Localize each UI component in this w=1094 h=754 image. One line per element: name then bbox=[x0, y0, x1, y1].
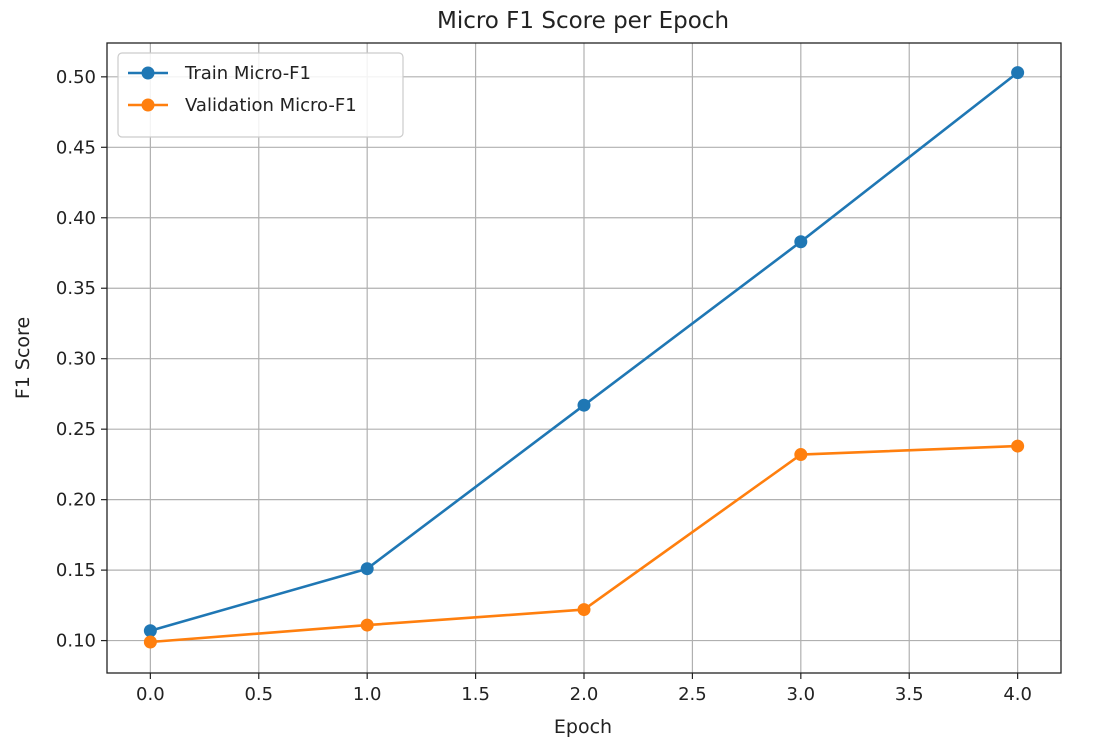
y-tick-label: 0.10 bbox=[56, 631, 96, 652]
x-tick-label: 0.0 bbox=[136, 684, 165, 705]
y-tick-label: 0.15 bbox=[56, 560, 96, 581]
x-tick-label: 0.5 bbox=[244, 684, 273, 705]
data-point-1 bbox=[1011, 66, 1025, 80]
grid bbox=[107, 43, 1061, 673]
legend-label: Validation Micro-F1 bbox=[185, 95, 357, 116]
y-tick-label: 0.25 bbox=[56, 419, 96, 440]
data-point-1 bbox=[143, 624, 157, 638]
y-tick-label: 0.35 bbox=[56, 278, 96, 299]
y-tick-label: 0.40 bbox=[56, 208, 96, 229]
data-point-1 bbox=[577, 398, 591, 412]
data-point-2 bbox=[577, 603, 591, 617]
legend-marker bbox=[141, 98, 155, 112]
data-point-1 bbox=[360, 562, 374, 576]
legend-label: Train Micro-F1 bbox=[184, 63, 311, 84]
x-tick-label: 1.5 bbox=[461, 684, 490, 705]
x-axis-title: Epoch bbox=[554, 716, 612, 738]
x-tick-label: 4.0 bbox=[1003, 684, 1032, 705]
data-point-1 bbox=[794, 235, 808, 249]
axis-ticks: 0.0 0.5 1.0 1.5 2.0 2.5 3.0 3.5 4.0 0.10 0.15 0.20 0… bbox=[56, 67, 1032, 705]
x-tick-label: 3.5 bbox=[895, 684, 924, 705]
data-point-2 bbox=[360, 618, 374, 632]
y-axis-title: F1 Score bbox=[12, 317, 34, 399]
legend: Train Micro-F1 Validation Micro-F1 bbox=[117, 52, 404, 138]
y-tick-label: 0.30 bbox=[56, 349, 96, 370]
x-tick-label: 3.0 bbox=[786, 684, 815, 705]
chart-title: Micro F1 Score per Epoch bbox=[437, 8, 729, 34]
data-point-2 bbox=[143, 635, 157, 649]
data-point-2 bbox=[794, 448, 808, 462]
data-point-2 bbox=[1011, 439, 1025, 453]
y-tick-label: 0.45 bbox=[56, 137, 96, 158]
y-tick-label: 0.50 bbox=[56, 67, 96, 88]
y-tick-label: 0.20 bbox=[56, 490, 96, 511]
x-tick-label: 2.5 bbox=[678, 684, 707, 705]
legend-box bbox=[117, 52, 404, 138]
x-tick-label: 1.0 bbox=[353, 684, 382, 705]
series-layer bbox=[143, 66, 1025, 649]
legend-marker bbox=[141, 66, 155, 80]
x-tick-label: 2.0 bbox=[570, 684, 599, 705]
